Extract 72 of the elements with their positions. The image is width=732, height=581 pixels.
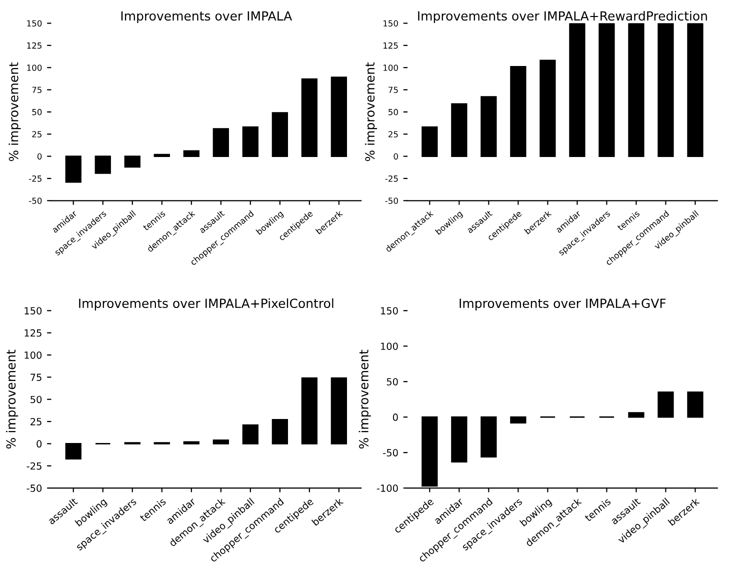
y-tick-label: -50: [385, 198, 398, 204]
bar: [65, 156, 82, 183]
bar: [480, 416, 497, 458]
y-tick-label: 100: [381, 342, 398, 350]
y-tick-label: 50: [32, 108, 42, 116]
bar: [687, 23, 704, 157]
bar: [183, 150, 200, 157]
y-tick-label: 25: [32, 131, 42, 138]
y-tick-label: 100: [27, 64, 42, 71]
y-tick-label: -50: [29, 198, 42, 204]
y-axis-title: % improvement: [6, 350, 18, 449]
bar: [658, 392, 674, 418]
y-tick-label: 50: [388, 108, 398, 116]
y-axis-title: % improvement: [8, 62, 21, 162]
bar: [212, 439, 229, 444]
bar: [628, 23, 644, 157]
bar: [65, 442, 82, 460]
y-tick-label: 25: [388, 131, 398, 138]
bar: [242, 424, 258, 444]
y-tick-label: 125: [27, 42, 42, 49]
y-axis-title: % improvement: [358, 350, 371, 449]
bar: [272, 112, 288, 157]
y-tick-label: 125: [384, 42, 398, 49]
chart-title: Improvements over IMPALA+PixelControl: [79, 298, 334, 310]
chart-title: Improvements over IMPALA+GVF: [460, 298, 666, 310]
y-tick-label: 75: [32, 86, 42, 94]
y-tick-label: 0: [36, 440, 42, 448]
y-tick-label: 75: [30, 374, 42, 381]
chart-title: Improvements over IMPALA: [121, 11, 292, 24]
bar: [301, 78, 318, 157]
y-tick-label: 75: [388, 86, 398, 94]
y-tick-label: -25: [26, 462, 42, 470]
bar: [510, 66, 526, 157]
y-tick-label: -100: [376, 484, 398, 492]
bar: [510, 416, 526, 424]
y-tick-label: 25: [30, 418, 42, 426]
bar: [124, 156, 140, 168]
bar: [272, 419, 288, 444]
y-tick-label: 0: [37, 153, 42, 160]
y-tick-label: 0: [394, 153, 398, 160]
y-tick-label: -25: [385, 175, 398, 182]
chart-title: Improvements over IMPALA+RewardPrediction: [418, 10, 707, 24]
y-tick-label: -50: [383, 449, 398, 456]
y-tick-label: 0: [392, 414, 398, 421]
y-tick-label: 100: [384, 64, 398, 71]
y-tick-label: 150: [27, 20, 42, 27]
bar: [301, 377, 318, 444]
bar: [628, 412, 644, 418]
bar: [687, 392, 704, 418]
bar: [330, 377, 348, 444]
bar: [569, 23, 586, 157]
bar: [422, 126, 438, 157]
bar: [242, 126, 258, 157]
bar: [451, 103, 468, 157]
bar: [94, 156, 111, 174]
bar: [540, 60, 556, 157]
y-tick-label: 150: [384, 20, 398, 27]
y-tick-label: 150: [24, 307, 42, 314]
y-tick-label: 50: [386, 378, 398, 386]
y-tick-label: 150: [381, 307, 398, 314]
y-tick-label: 50: [30, 396, 42, 404]
bar: [480, 96, 497, 157]
bar: [598, 23, 615, 157]
bar: [212, 128, 229, 157]
y-axis-title: % improvement: [364, 62, 378, 162]
bar: [330, 76, 348, 157]
y-tick-label: -25: [29, 175, 42, 182]
bar: [658, 23, 674, 157]
bar: [451, 416, 468, 462]
y-tick-label: 100: [24, 351, 42, 359]
y-tick-label: 125: [24, 329, 42, 337]
y-tick-label: -50: [26, 484, 42, 492]
